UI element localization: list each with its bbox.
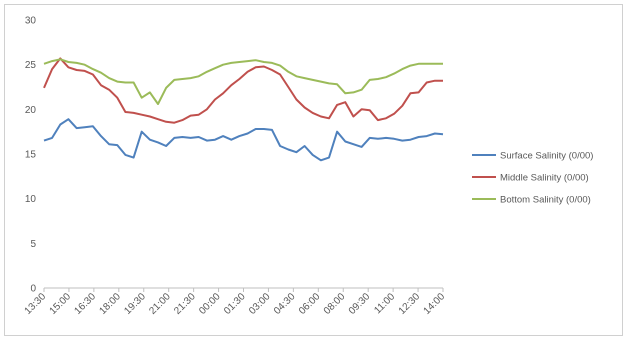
series-line-3 [44, 59, 443, 104]
x-tick-label: 09:30 [347, 291, 373, 317]
series-line-2 [44, 58, 443, 122]
x-tick-label: 06:00 [297, 291, 323, 317]
x-tick-label: 15:00 [48, 291, 74, 317]
x-tick-label: 03:00 [247, 291, 273, 317]
x-tick-label: 14:00 [422, 291, 448, 317]
x-tick-label: 21:30 [172, 291, 198, 317]
series-lines [44, 58, 443, 160]
legend: Surface Salinity (0/00) Middle Salinity (… [472, 151, 593, 206]
y-tick-label: 25 [25, 60, 37, 71]
y-tick-label: 5 [30, 239, 36, 250]
x-tick-label: 21:00 [147, 291, 173, 317]
legend-label: Bottom Salinity (0/00) [500, 195, 591, 206]
x-tick-label: 18:00 [97, 291, 123, 317]
x-tick-label: 11:00 [372, 291, 397, 316]
x-tick-label: 12:30 [397, 291, 423, 317]
series-line-1 [44, 119, 443, 160]
y-tick-label: 10 [25, 194, 37, 205]
x-axis: 13:30 15:00 16:30 18:00 19:30 21:00 21:30 00:00… [23, 288, 448, 317]
legend-label: Middle Salinity (0/00) [500, 173, 589, 184]
x-tick-label: 19:30 [122, 291, 148, 317]
x-tick-label: 01:30 [222, 291, 248, 317]
x-tick-label: 04:30 [272, 291, 298, 317]
y-axis-ticks: 0 5 10 15 20 25 30 [25, 16, 37, 295]
y-tick-label: 0 [30, 284, 36, 295]
x-tick-label: 16:30 [73, 291, 99, 317]
y-tick-label: 20 [25, 105, 37, 116]
x-tick-label: 13:30 [23, 291, 49, 317]
x-tick-label: 08:00 [322, 291, 348, 317]
legend-label: Surface Salinity (0/00) [500, 151, 593, 162]
y-tick-label: 30 [25, 16, 37, 27]
y-tick-label: 15 [25, 150, 37, 161]
x-tick-label: 00:00 [197, 291, 223, 317]
